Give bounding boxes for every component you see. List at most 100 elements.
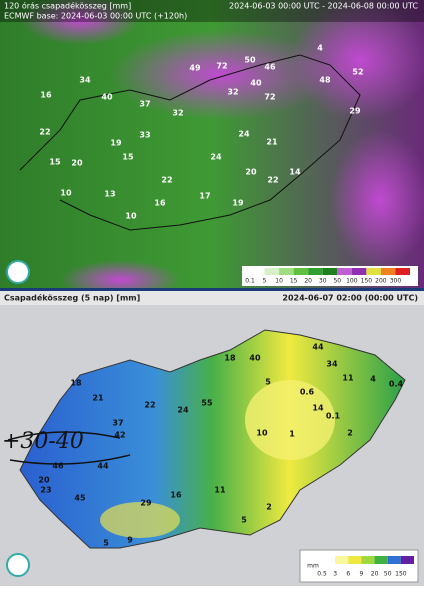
top-map <box>0 0 424 300</box>
rain-value: 11 <box>342 374 354 383</box>
rain-value: 22 <box>144 401 155 410</box>
legend-swatch <box>395 268 410 275</box>
rain-value: 42 <box>114 431 125 440</box>
rain-value: 32 <box>172 109 183 118</box>
rain-value: 72 <box>264 93 275 102</box>
rain-value: 16 <box>154 199 166 208</box>
top-period: 2024-06-03 00:00 UTC - 2024-06-08 00:00 … <box>229 2 418 11</box>
legend-label: 30 <box>319 278 327 285</box>
top-subtitle: ECMWF base: 2024-06-03 00:00 UTC (+120h) <box>4 12 187 21</box>
rain-value: 37 <box>139 100 150 109</box>
rain-value: 34 <box>326 360 338 369</box>
rain-value: 40 <box>101 93 113 102</box>
legend-swatch <box>380 268 396 275</box>
rain-value: 40 <box>249 354 261 363</box>
legend-label: 50 <box>384 571 392 578</box>
rain-value: 44 <box>312 343 324 352</box>
rain-value: 14 <box>312 404 324 413</box>
legend-swatch <box>322 556 336 564</box>
rain-value: 15 <box>49 158 61 167</box>
top-title: 120 órás csapadékösszeg [mm] <box>4 1 131 11</box>
rain-value: 40 <box>250 79 262 88</box>
legend-swatch <box>335 556 349 564</box>
rain-value: 0.4 <box>389 380 404 389</box>
rain-value: 5 <box>103 539 109 548</box>
legend-label: 9 <box>360 571 364 578</box>
rain-value: 48 <box>319 76 331 85</box>
rain-value: 11 <box>214 486 226 495</box>
rain-value: 18 <box>224 354 236 363</box>
rain-value: 44 <box>97 462 109 471</box>
rain-value: 29 <box>349 107 361 116</box>
rain-value: 46 <box>264 63 276 72</box>
legend-label: 5 <box>263 278 267 285</box>
rain-value: 23 <box>40 486 51 495</box>
rain-value: 55 <box>201 399 213 408</box>
legend-label: 20 <box>304 278 312 285</box>
rain-value: 37 <box>112 419 123 428</box>
legend-label: 3 <box>333 571 337 578</box>
rain-value: 50 <box>244 56 256 65</box>
legend-label: 150 <box>395 571 407 578</box>
legend-swatch <box>361 556 375 564</box>
legend-label: 200 <box>375 278 387 285</box>
logo <box>6 260 30 284</box>
rain-value: 20 <box>71 159 83 168</box>
rain-value: 34 <box>79 76 91 85</box>
legend-swatch <box>374 556 388 564</box>
bottom-map <box>0 291 424 597</box>
rain-value: 72 <box>216 62 227 71</box>
legend-swatch <box>293 268 309 275</box>
rain-value: 0.6 <box>300 388 315 397</box>
rain-value: 2 <box>266 503 272 512</box>
rain-value: 24 <box>238 130 250 139</box>
legend-label: 300 <box>390 278 402 285</box>
rain-value: 16 <box>170 491 182 500</box>
rain-value: 15 <box>122 153 134 162</box>
legend-label: 10 <box>275 278 283 285</box>
rain-value: 10 <box>125 212 137 221</box>
rain-value: 10 <box>256 429 268 438</box>
rain-value: 29 <box>140 499 152 508</box>
legend-swatch <box>279 268 294 275</box>
legend-label: 20 <box>371 571 379 578</box>
rain-value: 4 <box>317 44 323 53</box>
rain-value: 46 <box>52 462 64 471</box>
rain-value: 24 <box>177 406 189 415</box>
rain-value: 49 <box>189 64 201 73</box>
rain-value: 22 <box>161 176 172 185</box>
rain-value: 20 <box>38 476 50 485</box>
legend-swatch <box>308 268 323 275</box>
rain-value: 19 <box>232 199 244 208</box>
logo <box>6 553 30 577</box>
legend-label: 15 <box>290 278 298 285</box>
legend-label: 50 <box>333 278 341 285</box>
rain-value: 5 <box>265 378 271 387</box>
legend-swatch <box>337 268 352 275</box>
legend-unit: mm <box>307 563 319 570</box>
rain-value: 33 <box>139 131 150 140</box>
bottom-title: Csapadékösszeg (5 nap) [mm] <box>4 293 140 303</box>
rain-value: 4 <box>370 375 376 384</box>
legend-swatch <box>264 268 280 275</box>
rain-value: 9 <box>127 536 133 545</box>
rain-value: 32 <box>227 88 238 97</box>
rain-value: 10 <box>60 189 72 198</box>
legend-swatch <box>348 556 362 564</box>
rain-value: 0.1 <box>326 412 341 421</box>
legend-label: 6 <box>346 571 350 578</box>
rain-value: 21 <box>266 138 278 147</box>
rain-value: 21 <box>92 394 104 403</box>
rain-value: 24 <box>210 153 222 162</box>
legend-label: 0.5 <box>317 571 327 578</box>
rain-value: 16 <box>40 91 52 100</box>
legend-swatch <box>400 556 414 564</box>
rain-value: 5 <box>241 516 247 525</box>
legend-swatch <box>351 268 367 275</box>
rain-value: 2 <box>347 429 353 438</box>
rain-value: 14 <box>289 168 301 177</box>
handwriting-stroke <box>7 431 131 465</box>
legend-label: 100 <box>346 278 358 285</box>
legend-swatch <box>366 268 381 275</box>
